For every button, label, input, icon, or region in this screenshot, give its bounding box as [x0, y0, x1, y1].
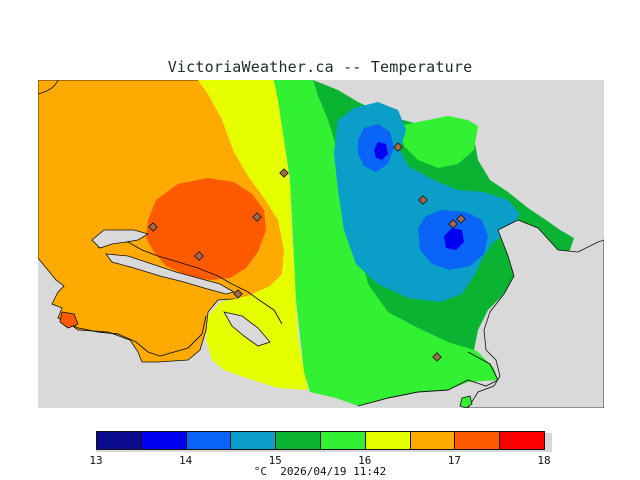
unit-label: °C — [253, 465, 268, 478]
legend-swatch — [96, 431, 142, 450]
zone-16-lightgreen — [274, 80, 498, 406]
inlet-south — [223, 311, 271, 347]
inlet-channel — [105, 253, 236, 295]
station-marker[interactable] — [448, 219, 458, 229]
legend-swatch — [320, 431, 366, 450]
legend-tick-label: 15 — [268, 454, 282, 467]
legend-tick-label: 13 — [89, 454, 103, 467]
zone-16-lightgreen-ne — [398, 116, 478, 168]
station-marker[interactable] — [148, 222, 158, 232]
island-small — [459, 395, 473, 408]
station-marker[interactable] — [432, 352, 442, 362]
zone-14-darkblue-north — [374, 142, 388, 160]
station-marker[interactable] — [418, 195, 428, 205]
corner-arc — [38, 80, 59, 95]
legend-swatch — [409, 431, 456, 450]
station-marker[interactable] — [233, 289, 243, 299]
legend-tick-label: 18 — [537, 454, 551, 467]
map-title: VictoriaWeather.ca -- Temperature — [167, 58, 473, 76]
station-marker[interactable] — [194, 251, 204, 261]
station-marker[interactable] — [252, 212, 262, 222]
inlet-west — [91, 229, 149, 249]
legend-swatch — [185, 431, 232, 450]
coastline-south — [63, 315, 207, 357]
coastline-east — [357, 351, 499, 407]
legend-tick-label: 16 — [358, 454, 372, 467]
timestamp-label: 2026/04/19 11:42 — [280, 465, 387, 478]
legend-tick-label: 17 — [447, 454, 462, 467]
legend-swatch — [140, 431, 187, 450]
legend-swatch — [364, 431, 411, 450]
legend-caption: °C 2026/04/19 11:42 — [0, 465, 640, 478]
legend-tick-label: 14 — [178, 454, 193, 467]
color-legend: 13 14 15 16 17 18 — [89, 431, 552, 471]
zone-14-darkblue-east — [444, 228, 464, 250]
zone-17-5-redorange — [146, 178, 266, 280]
bay-east — [467, 219, 604, 408]
station-marker[interactable] — [456, 214, 466, 224]
island-southeast — [59, 311, 79, 329]
map-canvas[interactable] — [38, 80, 604, 408]
legend-swatch — [230, 431, 277, 450]
temperature-map[interactable] — [38, 80, 604, 408]
station-markers — [148, 142, 466, 362]
legend-swatch — [454, 431, 501, 450]
station-marker[interactable] — [279, 168, 289, 178]
legend-swatch — [499, 431, 545, 450]
station-marker[interactable] — [393, 142, 403, 152]
legend-swatch — [275, 431, 321, 450]
